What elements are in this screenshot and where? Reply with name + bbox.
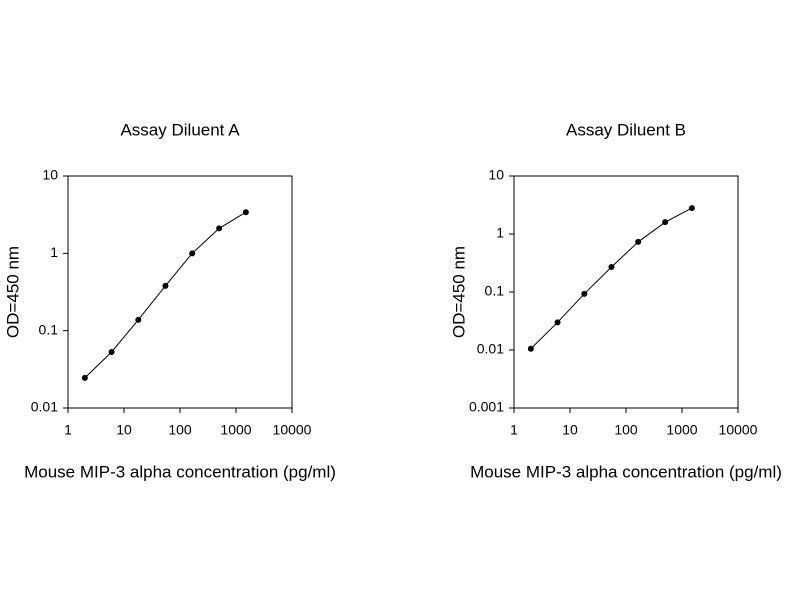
data-point — [554, 319, 561, 326]
y-tick-label: 0.01 — [31, 399, 58, 415]
data-point — [242, 209, 249, 216]
x-axis-label: Mouse MIP-3 alpha concentration (pg/ml) — [470, 462, 782, 481]
plot-frame — [67, 175, 293, 409]
y-tick-label: 0.01 — [477, 341, 504, 357]
data-point — [162, 282, 169, 289]
x-tick-label: 10 — [116, 422, 132, 438]
data-point — [216, 225, 223, 232]
x-tick-label: 10000 — [719, 422, 758, 438]
y-tick-label: 1 — [496, 225, 504, 241]
y-tick-label: 10 — [42, 167, 58, 183]
y-axis-label: OD=450 nm — [449, 246, 468, 338]
data-line — [530, 207, 693, 350]
y-axis-label: OD=450 nm — [3, 246, 22, 338]
data-point — [688, 205, 695, 212]
data-point — [527, 345, 534, 352]
data-point — [662, 219, 669, 226]
data-point — [635, 238, 642, 245]
x-tick-label: 10 — [562, 422, 578, 438]
x-tick-label: 1000 — [220, 422, 251, 438]
chart-title: Assay Diluent A — [120, 120, 240, 139]
x-tick-label: 10000 — [273, 422, 312, 438]
data-point — [608, 263, 615, 270]
y-tick-label: 0.001 — [469, 399, 504, 415]
x-tick-label: 1 — [64, 422, 72, 438]
data-point — [135, 316, 142, 323]
x-tick-label: 1 — [510, 422, 518, 438]
x-axis-label: Mouse MIP-3 alpha concentration (pg/ml) — [24, 462, 336, 481]
plot-frame — [513, 175, 739, 409]
y-tick-label: 1 — [50, 244, 58, 260]
chart-title: Assay Diluent B — [566, 120, 686, 139]
y-tick-label: 10 — [488, 167, 504, 183]
data-point — [108, 348, 115, 355]
x-tick-label: 100 — [168, 422, 192, 438]
x-tick-label: 100 — [614, 422, 638, 438]
data-point — [581, 290, 588, 297]
data-point — [81, 374, 88, 381]
y-tick-label: 0.1 — [485, 283, 505, 299]
x-tick-label: 1000 — [666, 422, 697, 438]
y-tick-label: 0.1 — [39, 321, 59, 337]
data-point — [189, 250, 196, 257]
